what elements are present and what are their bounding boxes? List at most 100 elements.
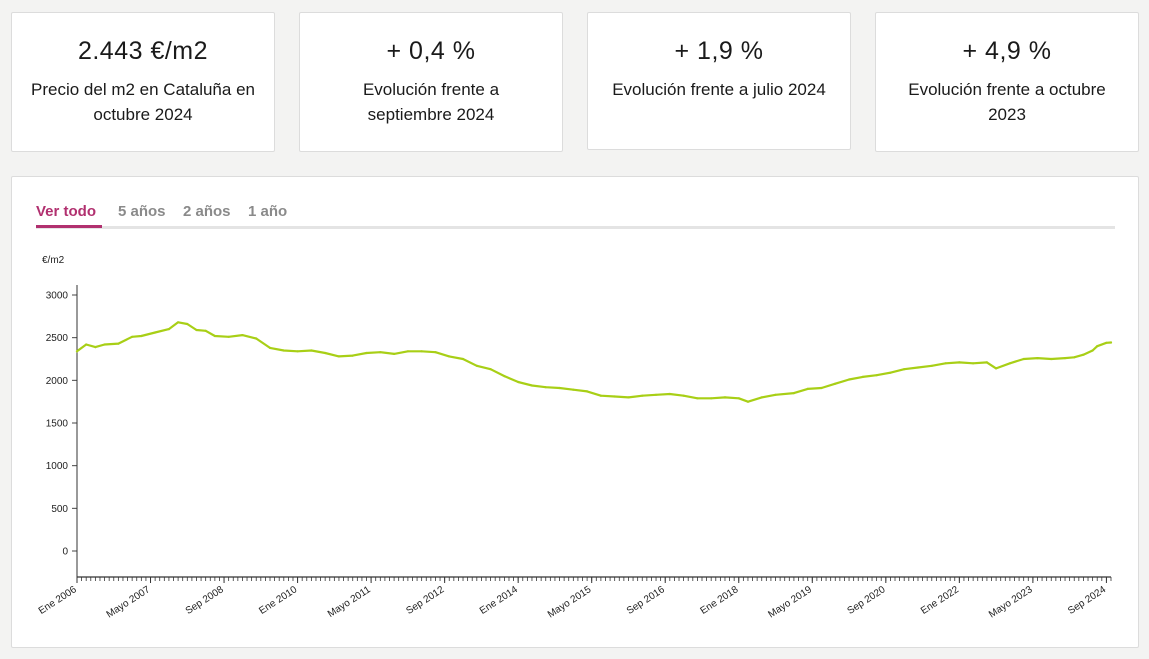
stat-description-line: octubre 2024 <box>93 105 193 124</box>
stat-value: 2.443 €/m2 <box>77 37 209 65</box>
tab-2-anos[interactable]: 2 años <box>183 203 231 220</box>
x-tick-label: Mayo 2015 <box>546 584 594 620</box>
y-axis-label: €/m2 <box>42 255 65 266</box>
chart-panel: Ver todo 5 años 2 años 1 año €/m2 0 500 100… <box>11 176 1139 648</box>
x-tick-label: Ene 2010 <box>257 584 299 617</box>
tab-ver-todo[interactable]: Ver todo <box>36 203 97 220</box>
data-point <box>296 350 299 353</box>
x-tick-label: Ene 2006 <box>37 584 79 617</box>
data-point <box>737 397 740 400</box>
y-tick-label: 3000 <box>46 291 69 302</box>
data-point <box>503 375 506 378</box>
data-point <box>227 335 230 338</box>
data-point <box>682 394 685 397</box>
data-point <box>627 396 630 399</box>
data-point <box>393 352 396 355</box>
data-point <box>186 322 189 326</box>
x-tick-label: Sep 2020 <box>846 584 888 617</box>
data-point <box>916 366 920 369</box>
stat-description: Evolución frente a octubre 2023 <box>876 77 1138 127</box>
stat-description: Evolución frente a septiembre 2024 <box>300 77 562 127</box>
stat-description: Evolución frente a julio 2024 <box>588 77 850 102</box>
data-point <box>834 382 837 385</box>
stat-value: + 1,9 % <box>674 37 764 65</box>
stat-description-line: Precio del m2 en Cataluña en <box>31 80 255 99</box>
x-tick-label: Mayo 2011 <box>326 584 373 620</box>
x-tick-label: Sep 2016 <box>625 584 667 617</box>
data-point <box>530 384 534 387</box>
data-point <box>154 331 157 334</box>
data-point <box>1105 341 1108 344</box>
data-point <box>177 321 180 324</box>
data-point <box>448 355 451 358</box>
stat-card-yearly: + 4,9 % Evolución frente a octubre 2023 <box>875 12 1139 152</box>
data-point <box>117 342 120 345</box>
tab-5-anos[interactable]: 5 años <box>118 203 166 220</box>
data-point <box>195 328 198 332</box>
data-point <box>1063 357 1067 360</box>
data-point <box>489 368 492 371</box>
stat-description-line: septiembre 2024 <box>367 105 495 124</box>
range-tabs: Ver todo 5 años 2 años 1 año <box>36 201 1115 229</box>
x-tick-label: Mayo 2007 <box>105 584 153 620</box>
data-point <box>641 394 644 397</box>
data-point <box>544 386 547 389</box>
data-point <box>1096 345 1099 348</box>
stat-card-quarterly: + 1,9 % Evolución frente a julio 2024 <box>587 12 851 150</box>
data-point <box>75 350 79 353</box>
stat-description-line: Evolución frente a <box>362 80 500 99</box>
data-point <box>1082 353 1085 356</box>
data-point <box>85 343 88 346</box>
data-point <box>365 351 368 355</box>
x-tick-label: Ene 2022 <box>919 584 961 617</box>
stat-value: + 0,4 % <box>386 37 476 65</box>
data-point <box>406 350 409 353</box>
data-point <box>654 393 658 396</box>
data-point <box>696 397 699 400</box>
data-point <box>774 393 777 396</box>
data-point <box>875 374 878 377</box>
data-point <box>1091 349 1094 352</box>
data-point <box>475 364 478 367</box>
data-point <box>310 349 313 352</box>
data-point <box>213 334 216 338</box>
data-point <box>324 351 327 355</box>
x-tick-label: Sep 2024 <box>1066 584 1108 617</box>
y-tick-label: 1000 <box>46 461 69 472</box>
y-tick-label: 0 <box>62 547 68 558</box>
data-point <box>1050 357 1053 361</box>
data-point <box>282 349 285 352</box>
stat-description-line: 2023 <box>988 105 1026 124</box>
data-point <box>668 392 671 396</box>
data-point <box>131 335 134 338</box>
tab-1-ano[interactable]: 1 año <box>248 203 288 220</box>
data-point <box>723 396 727 399</box>
data-point <box>268 346 272 349</box>
data-point <box>167 328 170 331</box>
data-point <box>746 400 750 403</box>
y-tick-label: 2000 <box>46 376 69 387</box>
data-point <box>930 364 933 367</box>
data-point <box>241 334 244 337</box>
data-point <box>958 361 961 364</box>
data-point <box>255 337 258 340</box>
data-point <box>140 334 143 338</box>
data-point <box>903 368 906 371</box>
data-point <box>558 386 561 390</box>
data-point <box>204 329 207 332</box>
stat-card-monthly: + 0,4 % Evolución frente a septiembre 20… <box>299 12 563 152</box>
x-tick-label: Mayo 2019 <box>766 584 814 620</box>
x-tick-label: Sep 2008 <box>184 584 226 617</box>
y-tick-label: 1500 <box>46 419 69 430</box>
data-point <box>337 355 340 358</box>
data-point <box>944 362 947 365</box>
stat-description-line: Evolución frente a julio 2024 <box>612 80 826 99</box>
data-point <box>572 388 575 391</box>
data-point <box>889 371 892 374</box>
data-point <box>792 392 796 395</box>
active-tab-indicator <box>36 225 102 228</box>
y-tick-label: 2500 <box>46 333 69 344</box>
x-tick-label: Sep 2012 <box>404 584 446 617</box>
data-point <box>517 380 520 384</box>
price-line-chart: €/m2 0 500 1000 1500 2000 2500 3000 Ene 2006 Mayo… <box>37 255 1113 620</box>
